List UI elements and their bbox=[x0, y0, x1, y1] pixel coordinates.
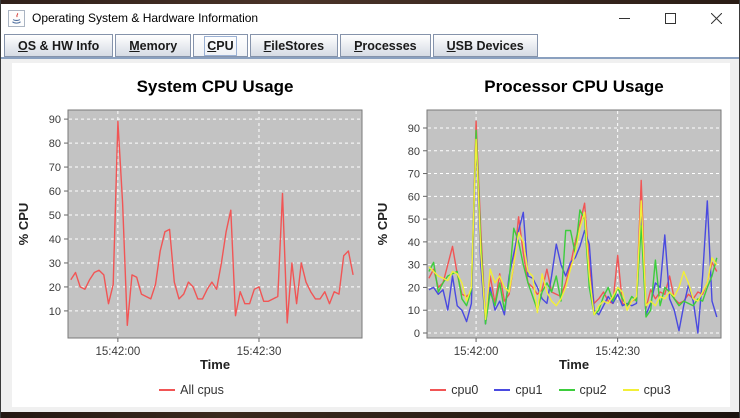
y-tick-label: 60 bbox=[408, 191, 420, 203]
processor-cpu-usage-legend: cpu0 cpu1 cpu2 cpu3 bbox=[371, 383, 730, 397]
series-all-cpus bbox=[70, 120, 354, 326]
legend-item: All cpus bbox=[159, 383, 224, 397]
minimize-button[interactable] bbox=[601, 4, 647, 32]
plot-area bbox=[67, 109, 363, 339]
window-top-edge bbox=[1, 0, 739, 4]
series-cpu3 bbox=[428, 138, 718, 320]
system-cpu-chart: System CPU Usage 10 20 30 40 50 60 70 80 90 15:42:… bbox=[12, 63, 371, 407]
y-tick-label: 40 bbox=[408, 237, 420, 249]
maximize-button[interactable] bbox=[647, 4, 693, 32]
close-button[interactable] bbox=[693, 4, 739, 32]
y-tick-label: 20 bbox=[49, 282, 61, 294]
legend-swatch bbox=[622, 389, 639, 391]
x-tick-label: 15:42:00 bbox=[454, 346, 499, 358]
processor-cpu-chart: Processor CPU Usage 0 10 20 30 40 50 60 70 80 90 15… bbox=[371, 63, 730, 407]
tab-processes[interactable]: Processes bbox=[340, 34, 431, 57]
chart-title: System CPU Usage bbox=[137, 77, 294, 96]
y-axis-title: % CPU bbox=[375, 203, 390, 246]
y-tick-label: 50 bbox=[408, 214, 420, 226]
tab-usb-devices[interactable]: USB Devices bbox=[432, 34, 538, 57]
y-tick-label: 30 bbox=[408, 260, 420, 272]
y-tick-label: 50 bbox=[49, 210, 61, 222]
y-axis-title: % CPU bbox=[16, 203, 31, 246]
legend-item: cpu0 bbox=[430, 383, 478, 397]
legend-label: cpu1 bbox=[515, 383, 543, 397]
tab-label: OS & HW Info bbox=[18, 38, 100, 53]
charts-panel: System CPU Usage 10 20 30 40 50 60 70 80 90 15:42:… bbox=[12, 63, 730, 407]
y-tick-label: 10 bbox=[49, 306, 61, 318]
legend-label: All cpus bbox=[180, 383, 224, 397]
x-tick-label: 15:42:30 bbox=[595, 346, 640, 358]
y-tick-label: 70 bbox=[408, 169, 420, 181]
legend-label: cpu0 bbox=[451, 383, 479, 397]
legend-label: cpu3 bbox=[643, 383, 671, 397]
system-cpu-usage-svg[interactable]: System CPU Usage 10 20 30 40 50 60 70 80 90 15:42:… bbox=[12, 63, 371, 375]
legend-label: cpu2 bbox=[579, 383, 607, 397]
y-tick-label: 80 bbox=[408, 146, 420, 158]
y-tick-label: 90 bbox=[408, 123, 420, 135]
window-controls bbox=[601, 4, 739, 32]
y-tick-label: 60 bbox=[49, 186, 61, 198]
system-cpu-usage-legend: All cpus bbox=[12, 383, 371, 397]
chart-title: Processor CPU Usage bbox=[484, 77, 664, 96]
window-title: Operating System & Hardware Information bbox=[32, 11, 259, 25]
legend-item: cpu2 bbox=[558, 383, 607, 397]
tab-label: FileStores bbox=[263, 38, 325, 53]
y-tick-label: 70 bbox=[49, 162, 61, 174]
tab-label: Memory bbox=[129, 38, 178, 53]
content-pane: System CPU Usage 10 20 30 40 50 60 70 80 90 15:42:… bbox=[2, 61, 738, 412]
y-tick-label: 10 bbox=[408, 305, 420, 317]
y-tick-label: 30 bbox=[49, 258, 61, 270]
y-tick-label: 90 bbox=[49, 114, 61, 126]
tab-label: USB Devices bbox=[446, 38, 524, 53]
y-tick-label: 20 bbox=[408, 282, 420, 294]
x-tick-label: 15:42:00 bbox=[95, 346, 140, 358]
legend-swatch bbox=[159, 389, 176, 391]
x-axis-title: Time bbox=[200, 357, 230, 372]
java-icon bbox=[8, 9, 25, 27]
tab-cpu[interactable]: CPU bbox=[193, 34, 248, 57]
tab-memory[interactable]: Memory bbox=[115, 34, 192, 57]
x-tick-label: 15:42:30 bbox=[237, 346, 282, 358]
legend-item: cpu3 bbox=[622, 383, 671, 397]
y-tick-label: 80 bbox=[49, 138, 61, 150]
tab-bar: OS & HW Info Memory CPU FileStores Processes… bbox=[1, 32, 739, 59]
legend-swatch bbox=[430, 389, 447, 391]
y-tick-label: 0 bbox=[414, 328, 420, 340]
tab-filestores[interactable]: FileStores bbox=[249, 34, 339, 57]
window-bottom-edge bbox=[1, 412, 739, 418]
legend-swatch bbox=[494, 389, 511, 391]
processor-cpu-usage-svg[interactable]: Processor CPU Usage 0 10 20 30 40 50 60 70 80 90 15… bbox=[371, 63, 730, 375]
legend-item: cpu1 bbox=[494, 383, 543, 397]
titlebar: Operating System & Hardware Information bbox=[1, 4, 739, 32]
tab-os-hw-info[interactable]: OS & HW Info bbox=[4, 34, 114, 57]
legend-swatch bbox=[558, 389, 575, 391]
x-axis-title: Time bbox=[559, 357, 589, 372]
y-tick-label: 40 bbox=[49, 234, 61, 246]
tab-label: Processes bbox=[354, 38, 417, 53]
tab-label: CPU bbox=[204, 35, 237, 56]
